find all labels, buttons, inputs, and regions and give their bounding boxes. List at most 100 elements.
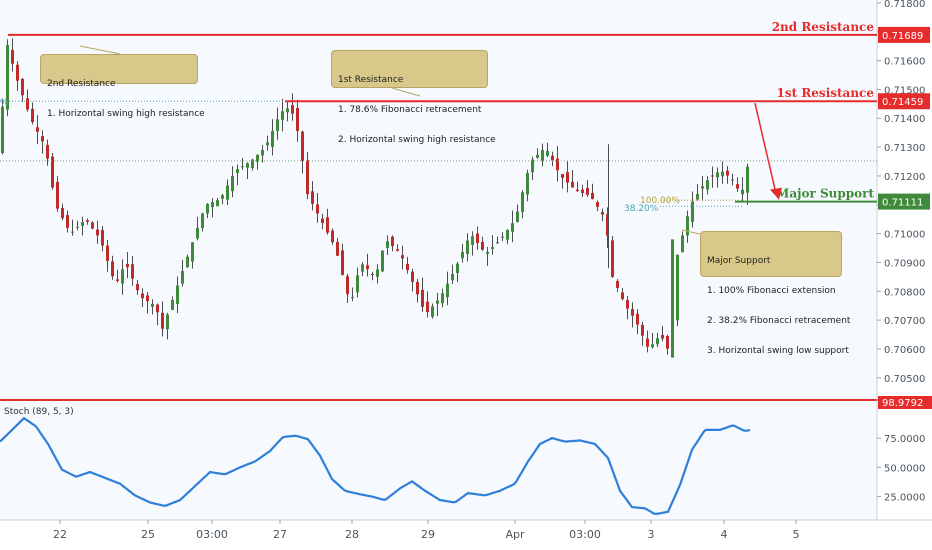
candle-body <box>411 271 414 282</box>
candle-body <box>361 264 364 272</box>
time-tick-label: 5 <box>793 528 800 541</box>
candle-body <box>526 173 529 195</box>
first-resistance-price-box <box>878 93 930 110</box>
candle-body <box>626 300 629 309</box>
time-tick-label: 4 <box>721 528 728 541</box>
stoch-line <box>0 416 751 516</box>
candle-body <box>16 64 19 81</box>
candle-body <box>111 261 114 277</box>
candle-body <box>6 44 9 110</box>
candle-body <box>651 344 654 348</box>
candle-body <box>161 312 164 329</box>
candle-body <box>521 192 524 212</box>
price-tick-label: 0.70600 <box>884 345 925 356</box>
candle-body <box>571 181 574 188</box>
candle-body <box>26 98 29 110</box>
first-resistance-note-line-1: 1. 78.6% Fibonacci retracement <box>338 105 482 115</box>
candle-body <box>561 173 564 178</box>
candle-body <box>706 180 709 190</box>
time-tick-label: 03:00 <box>196 528 228 541</box>
stoch-max-label: 98.9792 <box>882 398 923 409</box>
candle-body <box>186 256 189 268</box>
candle-body <box>701 186 704 189</box>
candle-body <box>176 285 179 304</box>
candle-body <box>541 149 544 161</box>
second-resistance-note-pointer <box>79 45 121 55</box>
candle-body <box>711 175 714 177</box>
candle-body <box>36 127 39 132</box>
candle-body <box>226 185 229 200</box>
candle-body <box>351 297 354 299</box>
candle-body <box>491 247 494 249</box>
candle-body <box>466 240 469 254</box>
candle-body <box>301 131 304 161</box>
candle-body <box>676 254 679 321</box>
candle-body <box>556 158 559 171</box>
candle-body <box>146 295 149 302</box>
candle-body <box>121 269 124 284</box>
candle-body <box>241 166 244 168</box>
price-tick-label: 0.71200 <box>884 172 925 183</box>
candle-body <box>136 284 139 291</box>
time-tick-label: 25 <box>141 528 155 541</box>
candle-body <box>201 213 204 228</box>
candle-body <box>291 105 294 114</box>
major-support-note-line-2: 2. 38.2% Fibonacci retracement <box>707 316 851 326</box>
first-resistance-note-pointer <box>391 87 421 97</box>
first-resistance-label: 1st Resistance <box>777 86 875 100</box>
candle-body <box>731 179 734 181</box>
major-support-price-label: 0.71111 <box>882 198 923 209</box>
price-tick-label: 0.70900 <box>884 258 925 269</box>
stoch-title: Stoch (89, 5, 3) <box>4 407 74 417</box>
first-resistance-note-line-2: 2. Horizontal swing high resistance <box>338 135 496 145</box>
candle-body <box>256 154 259 162</box>
candle-body <box>276 119 279 131</box>
price-tick-label: 0.71400 <box>884 114 925 125</box>
candle-body <box>231 175 234 192</box>
major-support-label: Major Support <box>776 187 874 201</box>
candle-body <box>506 229 509 240</box>
price-tick-label: 0.71800 <box>884 0 925 10</box>
candle-body <box>611 240 614 277</box>
price-tick-label: 0.70700 <box>884 316 925 327</box>
candle-body <box>421 289 424 307</box>
candle-body <box>281 111 284 120</box>
candle-body <box>681 235 684 253</box>
candle-body <box>446 283 449 298</box>
candle-body <box>356 275 359 293</box>
candle-body <box>496 242 499 244</box>
candle-body <box>131 264 134 279</box>
candle-body <box>101 230 104 246</box>
down-arrow-line <box>754 103 777 194</box>
candle-body <box>721 171 724 177</box>
candle-body <box>81 222 84 226</box>
candle-body <box>326 217 329 233</box>
candle-body <box>566 172 569 183</box>
candle-body <box>441 293 444 304</box>
candle-body <box>741 189 744 195</box>
second-resistance-price-box <box>878 26 930 43</box>
candle-body <box>591 192 594 200</box>
candle-body <box>436 300 439 304</box>
candle-body <box>451 273 454 281</box>
candle-body <box>426 301 429 313</box>
candle-body <box>1 106 4 153</box>
candle-body <box>21 78 24 96</box>
candle-body <box>586 187 589 195</box>
candle-body <box>96 229 99 236</box>
price-axis-bg <box>877 0 932 550</box>
price-tick-label: 0.71600 <box>884 57 925 68</box>
down-arrow-head <box>770 187 782 200</box>
time-tick-label: 22 <box>53 528 67 541</box>
second-resistance-label: 2nd Resistance <box>772 20 875 34</box>
candle-body <box>106 245 109 261</box>
candle-body <box>346 276 349 295</box>
candle-body <box>501 236 504 238</box>
major-support-note-line-3: 3. Horizontal swing low support <box>707 346 849 356</box>
first-resistance-note: 1st Resistance 1. 78.6% Fibonacci retrac… <box>331 50 496 145</box>
price-tick-label: 0.70800 <box>884 287 925 298</box>
candle-body <box>691 201 694 222</box>
major-support-price-box <box>878 193 930 210</box>
candle-body <box>636 313 639 325</box>
time-tick-label: Apr <box>505 528 525 541</box>
